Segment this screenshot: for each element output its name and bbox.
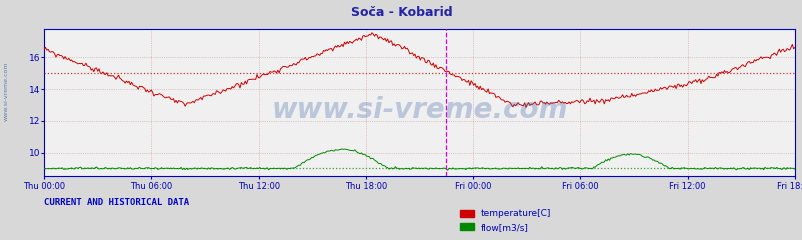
Text: CURRENT AND HISTORICAL DATA: CURRENT AND HISTORICAL DATA — [44, 198, 189, 207]
Text: Soča - Kobarid: Soča - Kobarid — [350, 6, 452, 19]
Text: www.si-vreme.com: www.si-vreme.com — [271, 96, 567, 124]
Text: www.si-vreme.com: www.si-vreme.com — [4, 61, 9, 121]
Legend: temperature[C], flow[m3/s]: temperature[C], flow[m3/s] — [456, 206, 554, 235]
